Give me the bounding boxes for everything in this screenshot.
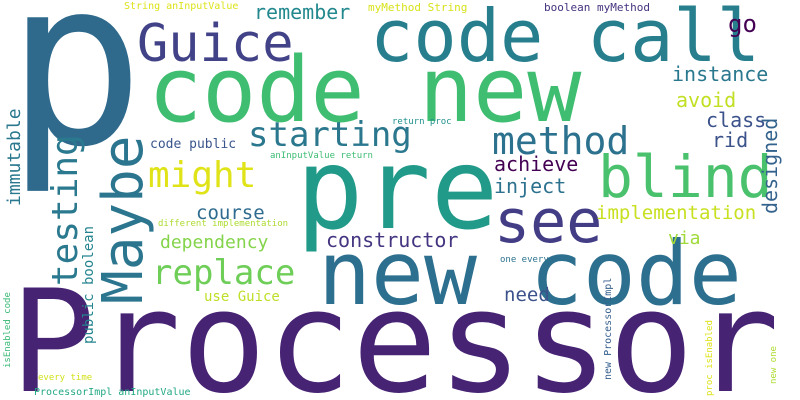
word-new-one: new one (769, 346, 779, 384)
word-designed: designed (758, 117, 782, 214)
word-avoid: avoid (676, 88, 737, 112)
word-via: via (668, 228, 701, 249)
word-immutable: immutable (4, 108, 25, 206)
word-course: course (196, 202, 265, 224)
word-implementation: implementation (596, 202, 757, 224)
word-rid: rid (712, 128, 749, 152)
word-string-aninputvalue: String anInputValue (124, 1, 239, 12)
word-go: go (728, 10, 757, 38)
word-constructor: constructor (326, 228, 459, 252)
word-code-public: code public (150, 137, 237, 152)
word-new-processorimpl: new ProcessorImpl (603, 277, 614, 380)
word-boolean-mymethod: boolean myMethod (544, 1, 650, 14)
word-mymethod-string: myMethod String (368, 1, 468, 14)
word-aninputvalue-return: anInputValue return (270, 151, 373, 161)
word-code-call: code call (370, 0, 761, 78)
word-testing: testing (45, 134, 86, 286)
word-different-implementation: different implementation (158, 219, 289, 229)
word-remember: remember (254, 0, 351, 24)
word-blind: blind (598, 143, 773, 211)
word-guice: Guice (137, 14, 294, 74)
word-one-every: one every (500, 255, 549, 265)
word-instance: instance (672, 62, 769, 86)
word-processor: Processor (10, 260, 780, 400)
word-code-new: code new (148, 38, 582, 143)
word-dependency: dependency (160, 232, 269, 253)
word-maybe: Maybe (91, 135, 156, 304)
word-starting: starting (248, 115, 412, 155)
word-new-code: new code (318, 222, 742, 325)
word-replace: replace (152, 253, 296, 293)
word-pre: pre (296, 125, 499, 255)
word-inject: inject (494, 174, 567, 198)
word-isenabled-code: isEnabled code (3, 292, 13, 368)
word-might: might (148, 155, 257, 196)
word-public-boolean: public boolean (81, 225, 97, 344)
word-every-time: every time (38, 373, 93, 383)
word-processorimpl-aninputvalue: ProcessorImpl anInputValue (34, 387, 191, 398)
word-use-guice: use Guice (204, 289, 280, 305)
word-proc-isenabled: proc isEnabled (705, 320, 715, 396)
word-achieve: achieve (494, 152, 579, 176)
word-p: p (6, 0, 145, 198)
word-see: see (494, 187, 603, 257)
word-return-proc: return proc (392, 117, 452, 127)
word-need: need (504, 284, 550, 306)
word-class: class (706, 108, 767, 132)
word-method: method (492, 119, 630, 163)
